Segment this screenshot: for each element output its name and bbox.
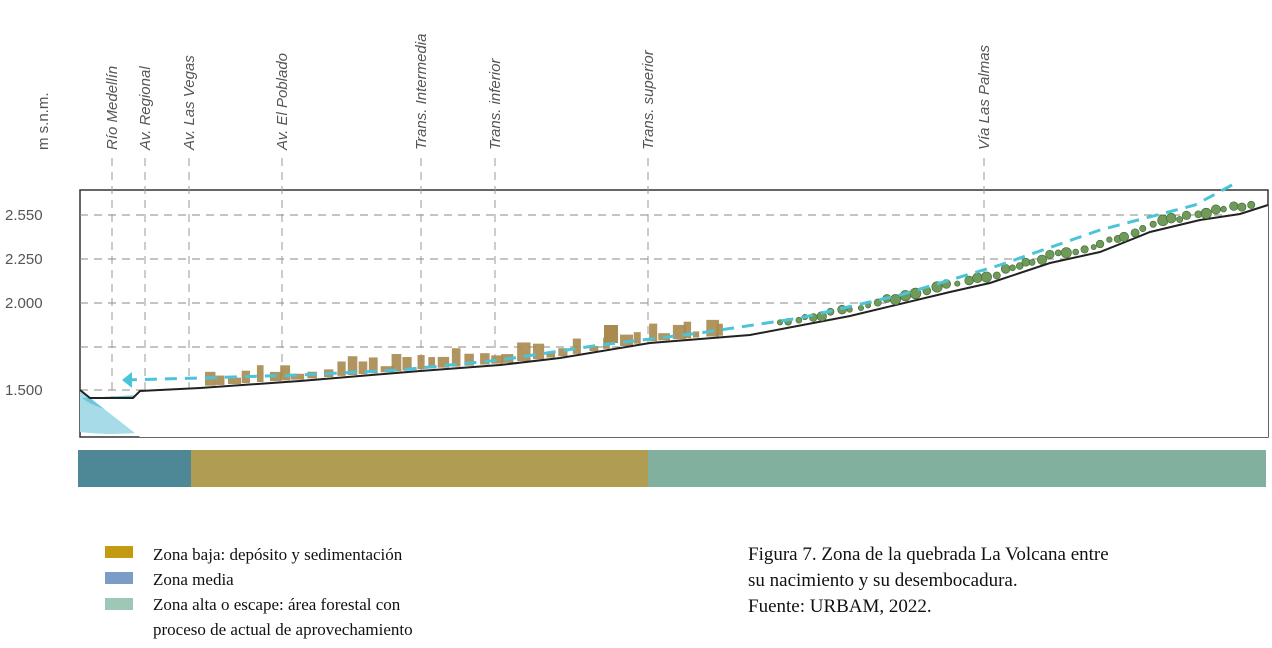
caption: su nacimiento y su desembocadura. [748,570,1018,591]
tree [1237,202,1247,212]
tree [972,272,983,283]
building [417,355,425,370]
building [589,345,599,352]
road-label: Av. El Poblado [274,53,291,151]
tree [1095,239,1105,249]
y-tick-label: 1.500 [5,382,43,399]
building [558,348,568,357]
tree [1106,236,1113,243]
building [683,321,692,339]
tree [964,275,974,286]
tree [1118,231,1129,242]
building [358,361,368,375]
tree [1028,259,1036,266]
axis-label: m s.n.m. [35,92,52,150]
road-label: Av. Las Vegas [181,55,198,151]
zone-band-baja [191,450,648,487]
tree [1139,225,1147,233]
tree [981,271,992,283]
building [546,352,556,358]
tree [1054,249,1062,257]
building [337,361,346,376]
tree [1229,201,1239,211]
tree [1176,216,1184,223]
building [451,348,461,367]
building [633,332,641,344]
legend-label: proceso de actual de aprovechamiento [153,620,413,639]
building [491,355,504,364]
tree [1149,220,1157,228]
tree [1090,244,1097,250]
y-tick-label: 2.250 [5,251,43,268]
building [290,373,305,380]
road-label: Río Medellín [104,66,121,150]
tree [992,271,1001,280]
building [649,323,658,342]
legend-swatch [105,572,133,584]
road-label: Trans. superior [640,49,657,150]
building [572,338,581,354]
tree [1247,200,1256,209]
tree [1210,204,1221,215]
building [391,353,402,372]
tree [1045,249,1055,260]
zone-band-media [78,450,191,487]
tree [777,319,783,326]
tree [1080,245,1089,254]
tree [1009,264,1016,272]
building [464,353,474,366]
tree [889,294,901,306]
road-label: Trans. inferior [487,58,504,150]
y-tick-label: 2.550 [5,207,43,224]
tree [954,280,961,287]
building [368,357,378,374]
caption: Figura 7. Zona de la quebrada La Volcana… [748,544,1109,565]
tree [1166,212,1177,224]
tree [1021,257,1031,267]
tree [1037,254,1048,265]
zone-band-alta [648,450,1266,487]
flow-line [124,183,1233,382]
tree [795,316,803,324]
legend-label: Zona baja: depósito y sedimentación [153,545,403,564]
tree [1072,248,1079,256]
tree [1015,262,1024,270]
tree [1181,210,1192,220]
legend-label: Zona alta o escape: área forestal con [153,595,401,614]
road-label: Vía Las Palmas [976,44,993,150]
legend-swatch [105,598,133,610]
y-tick-label: 2.000 [5,295,43,312]
tree [1060,247,1072,259]
building [402,357,412,371]
building [480,353,490,365]
road-label: Trans. Intermedia [413,34,430,150]
building [533,343,545,360]
building [693,331,700,338]
building [227,377,242,385]
building [716,323,723,336]
building [604,325,618,343]
caption: Fuente: URBAM, 2022. [748,596,932,617]
tree [1200,207,1212,219]
tree [1220,205,1227,213]
building [437,356,450,368]
building [256,365,264,383]
building [347,356,358,376]
flow-arrow [122,372,132,388]
building [517,342,531,362]
legend-label: Zona media [153,570,234,589]
building [428,357,436,369]
road-label: Av. Regional [137,66,154,151]
terrain-line [79,204,1269,399]
building [620,334,634,346]
building [280,365,291,381]
terrain [80,205,1268,437]
building [214,375,225,385]
legend-swatch [105,546,133,558]
tree [1130,228,1140,238]
tree [857,305,864,312]
